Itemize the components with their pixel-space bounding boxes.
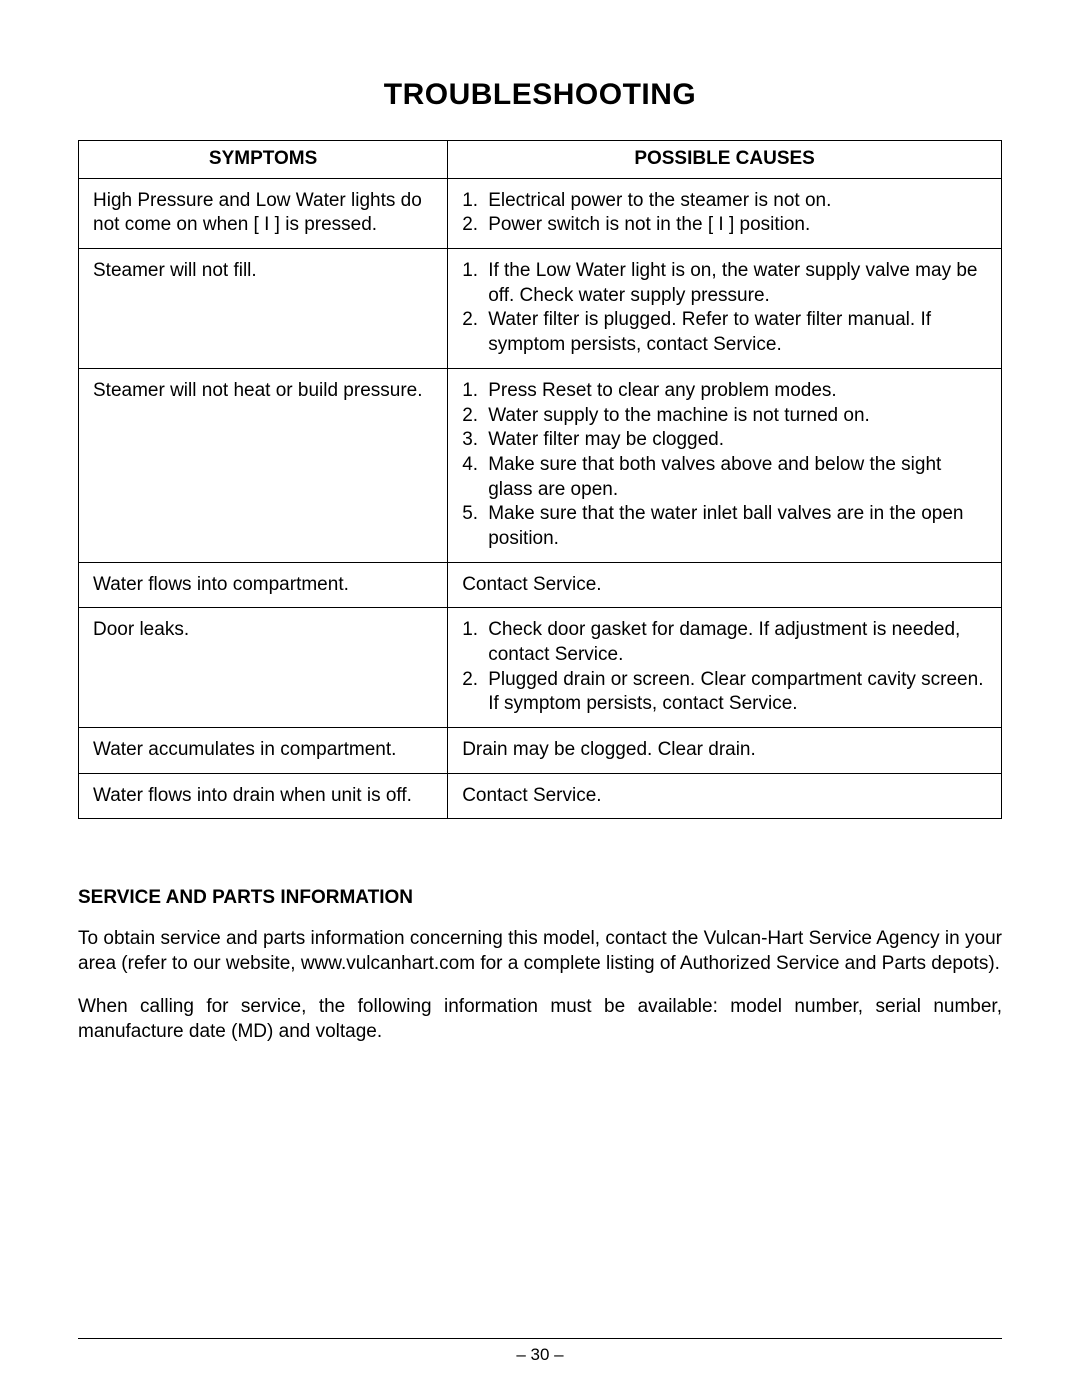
cause-item-number: 1. — [462, 379, 488, 404]
cause-item-number: 1. — [462, 618, 488, 643]
cause-item-number: 1. — [462, 189, 488, 214]
cause-item-number: 5. — [462, 502, 488, 527]
causes-list: 1.Press Reset to clear any problem modes… — [462, 379, 987, 552]
table-row: Door leaks. 1.Check door gasket for damag… — [79, 608, 1002, 728]
footer-rule — [78, 1338, 1002, 1339]
causes-list: 1.Check door gasket for damage. If adjus… — [462, 618, 987, 717]
table-row: Water flows into drain when unit is off.… — [79, 773, 1002, 819]
cause-item-text: If the Low Water light is on, the water … — [488, 259, 987, 308]
causes-cell: Contact Service. — [448, 562, 1002, 608]
table-header-row: SYMPTOMS POSSIBLE CAUSES — [79, 141, 1002, 179]
header-causes: POSSIBLE CAUSES — [448, 141, 1002, 179]
cause-item-text: Make sure that both valves above and bel… — [488, 453, 987, 502]
cause-item: 1.Press Reset to clear any problem modes… — [462, 379, 987, 404]
service-para-2: When calling for service, the following … — [78, 995, 1002, 1044]
symptom-cell: Steamer will not fill. — [79, 249, 448, 369]
causes-cell: Contact Service. — [448, 773, 1002, 819]
cause-item: 2.Plugged drain or screen. Clear compart… — [462, 668, 987, 717]
cause-item: 1.Electrical power to the steamer is not… — [462, 189, 987, 214]
troubleshooting-table: SYMPTOMS POSSIBLE CAUSES High Pressure a… — [78, 140, 1002, 819]
causes-cell: 1.Check door gasket for damage. If adjus… — [448, 608, 1002, 728]
cause-item-number: 2. — [462, 308, 488, 333]
cause-item-number: 1. — [462, 259, 488, 284]
header-symptoms: SYMPTOMS — [79, 141, 448, 179]
cause-item-number: 3. — [462, 428, 488, 453]
cause-item-text: Water filter is plugged. Refer to water … — [488, 308, 987, 357]
cause-item: 2.Water supply to the machine is not tur… — [462, 404, 987, 429]
causes-cell: 1.If the Low Water light is on, the wate… — [448, 249, 1002, 369]
symptom-cell: Water accumulates in compartment. — [79, 728, 448, 774]
cause-item: 3.Water filter may be clogged. — [462, 428, 987, 453]
cause-item-text: Plugged drain or screen. Clear compartme… — [488, 668, 987, 717]
causes-list: 1.If the Low Water light is on, the wate… — [462, 259, 987, 358]
cause-item: 2.Power switch is not in the [ I ] posit… — [462, 213, 987, 238]
causes-list: 1.Electrical power to the steamer is not… — [462, 189, 987, 238]
cause-item-text: Check door gasket for damage. If adjustm… — [488, 618, 987, 667]
cause-item-number: 4. — [462, 453, 488, 478]
causes-cell: Drain may be clogged. Clear drain. — [448, 728, 1002, 774]
table-row: High Pressure and Low Water lights do no… — [79, 178, 1002, 248]
page-title: TROUBLESHOOTING — [78, 78, 1002, 112]
symptom-cell: Steamer will not heat or build pressure. — [79, 368, 448, 562]
symptom-cell: High Pressure and Low Water lights do no… — [79, 178, 448, 248]
table-row: Steamer will not heat or build pressure.… — [79, 368, 1002, 562]
symptom-cell: Water flows into drain when unit is off. — [79, 773, 448, 819]
causes-cell: 1.Electrical power to the steamer is not… — [448, 178, 1002, 248]
cause-item: 4.Make sure that both valves above and b… — [462, 453, 987, 502]
cause-item-number: 2. — [462, 668, 488, 693]
cause-item-text: Press Reset to clear any problem modes. — [488, 379, 987, 404]
table-row: Water accumulates in compartment.Drain m… — [79, 728, 1002, 774]
symptom-cell: Water flows into compartment. — [79, 562, 448, 608]
cause-item-text: Water supply to the machine is not turne… — [488, 404, 987, 429]
cause-item: 2.Water filter is plugged. Refer to wate… — [462, 308, 987, 357]
symptom-cell: Door leaks. — [79, 608, 448, 728]
cause-item: 1.Check door gasket for damage. If adjus… — [462, 618, 987, 667]
table-row: Steamer will not fill. 1.If the Low Water… — [79, 249, 1002, 369]
cause-item-text: Water filter may be clogged. — [488, 428, 987, 453]
service-para-1: To obtain service and parts information … — [78, 927, 1002, 976]
cause-item-text: Electrical power to the steamer is not o… — [488, 189, 987, 214]
cause-item: 5.Make sure that the water inlet ball va… — [462, 502, 987, 551]
cause-item-number: 2. — [462, 213, 488, 238]
cause-item: 1.If the Low Water light is on, the wate… — [462, 259, 987, 308]
cause-item-text: Power switch is not in the [ I ] positio… — [488, 213, 987, 238]
table-row: Water flows into compartment.Contact Ser… — [79, 562, 1002, 608]
causes-cell: 1.Press Reset to clear any problem modes… — [448, 368, 1002, 562]
cause-item-number: 2. — [462, 404, 488, 429]
service-heading: SERVICE AND PARTS INFORMATION — [78, 887, 1002, 909]
cause-item-text: Make sure that the water inlet ball valv… — [488, 502, 987, 551]
page-number: – 30 – — [0, 1345, 1080, 1365]
